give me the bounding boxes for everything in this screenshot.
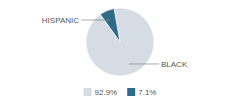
legend-label: 92.9% [95,88,118,97]
legend-item: 7.1% [127,88,156,97]
slice-label: HISPANIC [42,16,79,25]
slice-label: BLACK [161,60,188,69]
legend-label: 7.1% [138,88,156,97]
chart: BLACK HISPANIC 92.9% 7.1% [0,0,240,100]
leader-line [81,20,111,21]
legend-swatch [127,88,135,96]
legend-item: 92.9% [84,88,118,97]
pie-slice [86,8,154,76]
pie-slice [100,9,120,42]
slice-labels: BLACK HISPANIC [42,16,188,69]
leader-line [129,63,159,64]
legend-swatch [84,88,92,96]
pie [86,8,154,76]
legend: 92.9% 7.1% [84,88,157,97]
